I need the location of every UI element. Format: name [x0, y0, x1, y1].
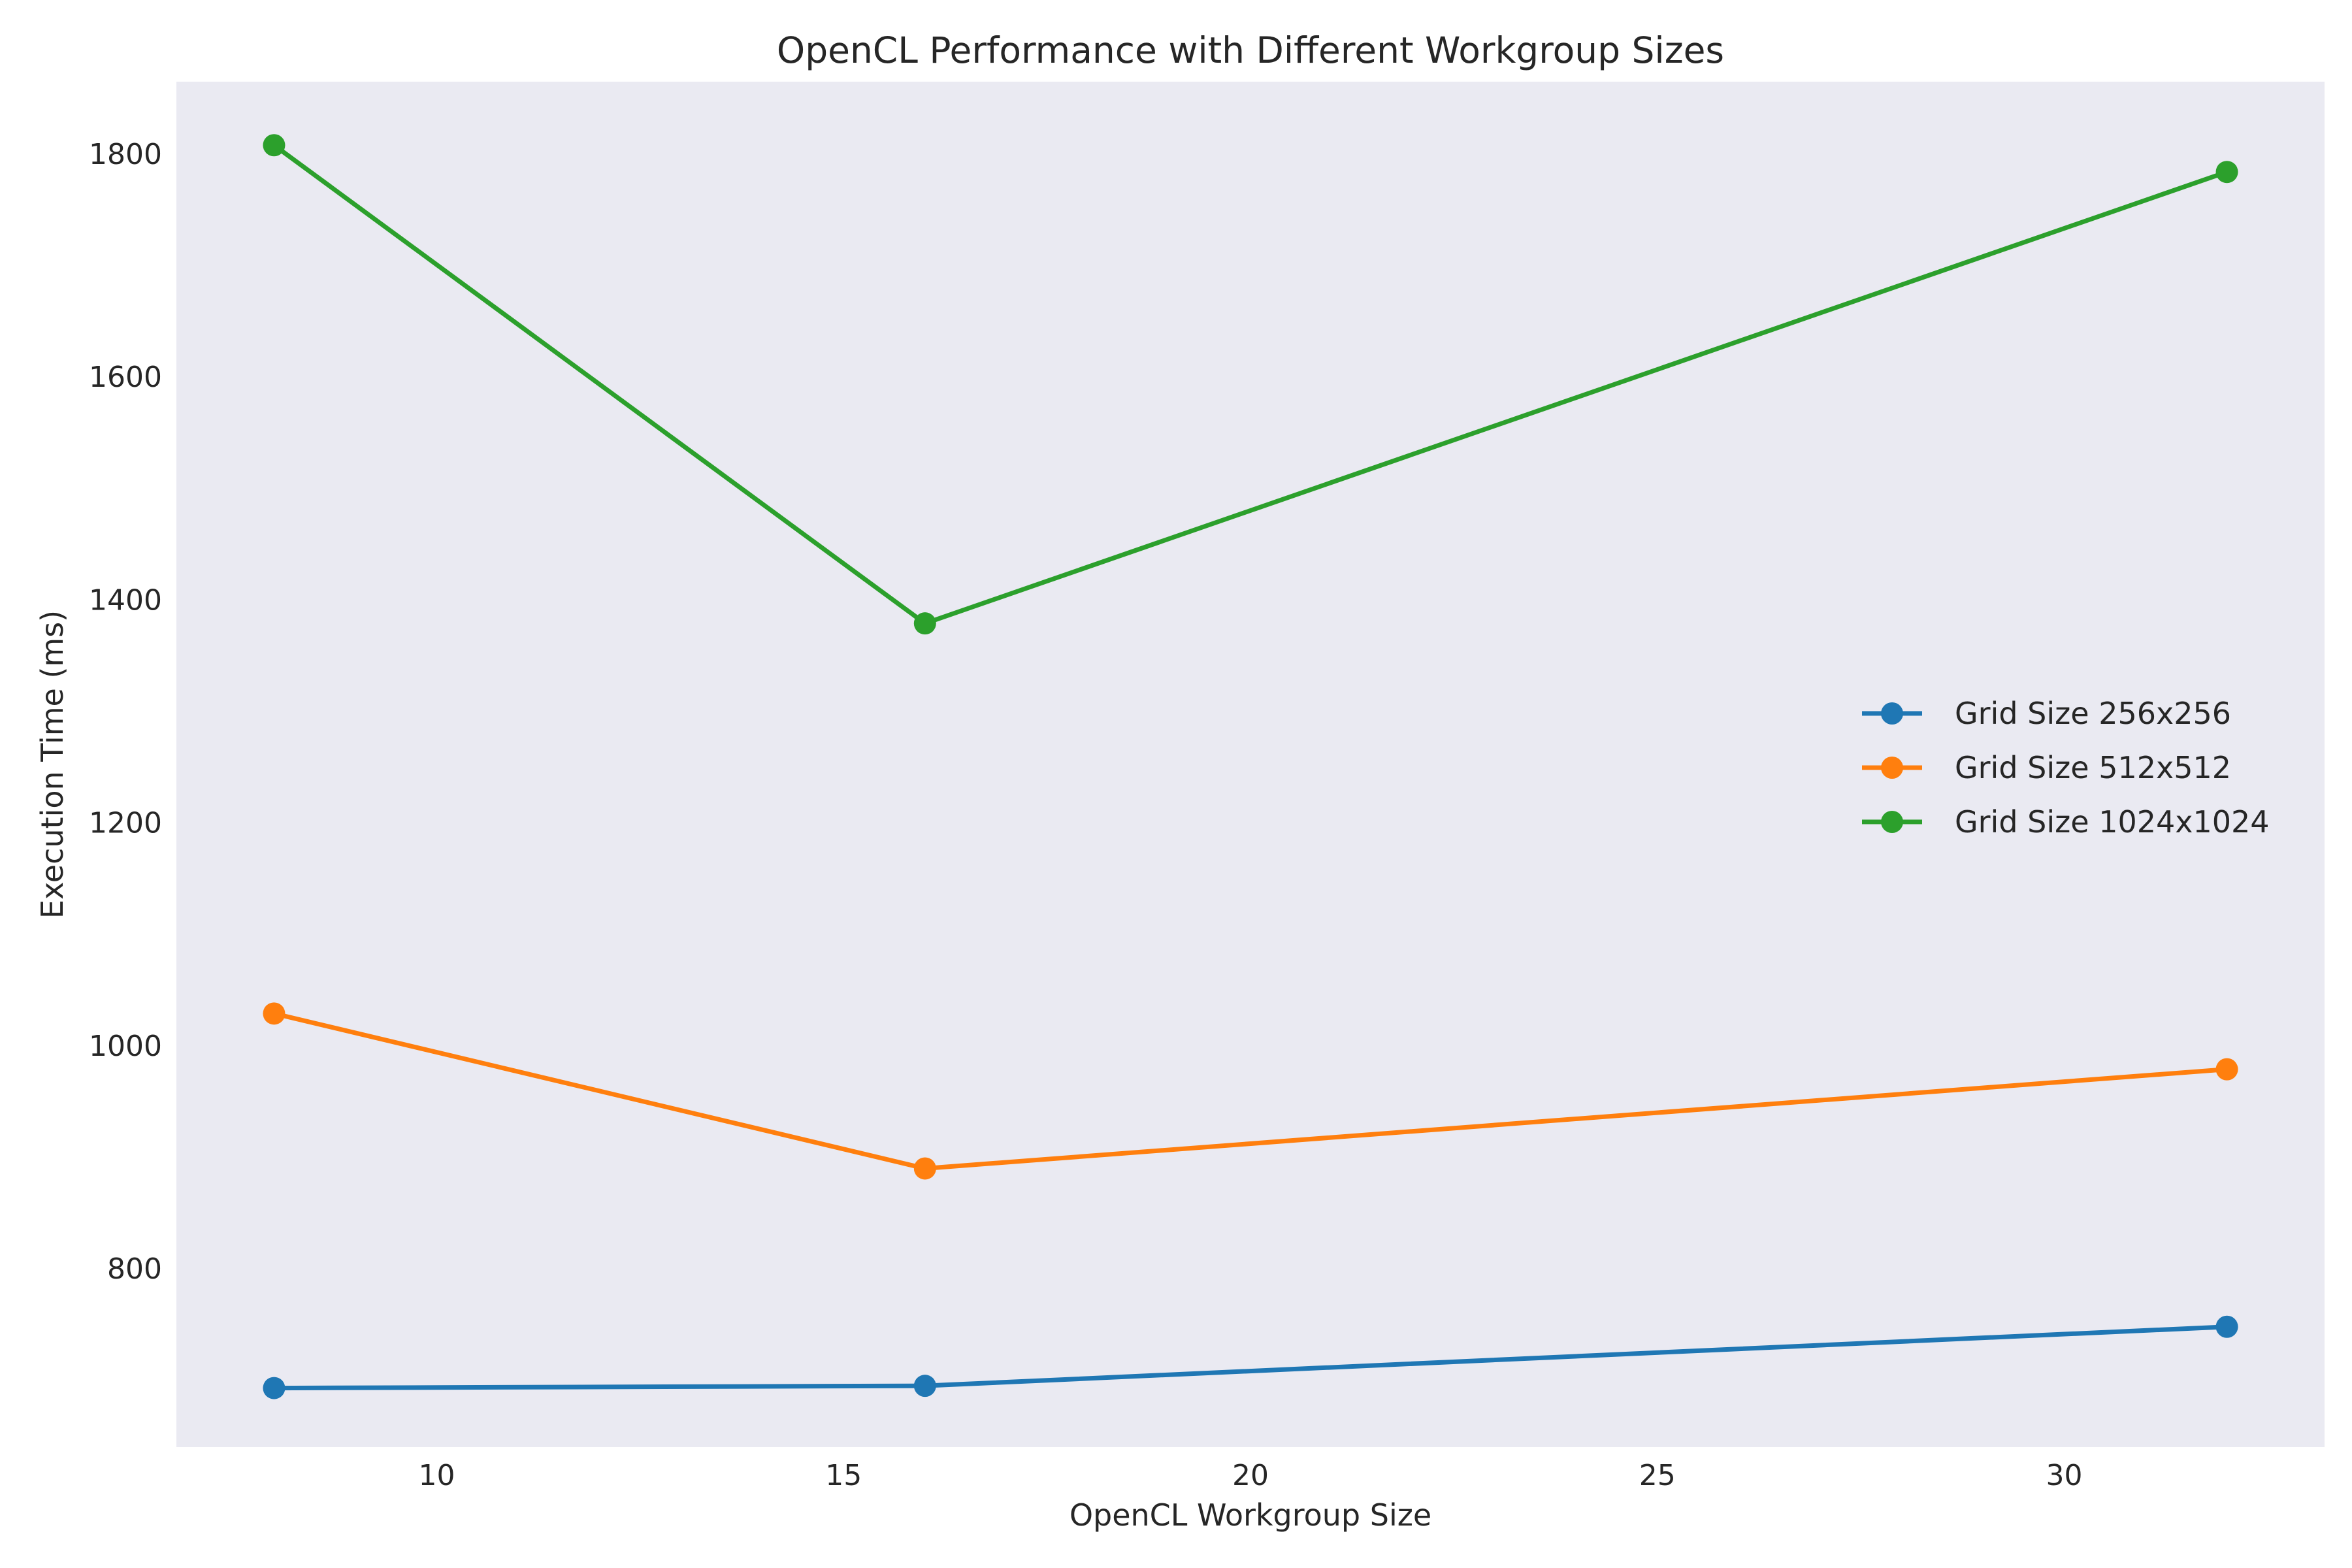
chart-title: OpenCL Performance with Different Workgr…: [777, 29, 1724, 71]
series-1: [263, 1315, 2238, 1399]
data-point: [2215, 1058, 2238, 1081]
plot-area: [176, 82, 2325, 1447]
series-3: [263, 134, 2238, 635]
legend-item: Grid Size 256x256: [1862, 696, 2231, 731]
series-2: [263, 1002, 2238, 1180]
x-tick-label: 30: [2046, 1459, 2082, 1492]
legend-label: Grid Size 512x512: [1955, 750, 2231, 785]
legend-item: Grid Size 512x512: [1862, 750, 2231, 785]
y-tick-label: 800: [107, 1252, 162, 1286]
legend-marker: [1881, 811, 1903, 833]
x-axis-ticks: 10 15 20 25 30: [419, 1459, 2083, 1492]
series-layer: [263, 134, 2238, 1399]
x-tick-label: 15: [825, 1459, 862, 1492]
data-point: [2215, 1315, 2238, 1338]
x-axis-label: OpenCL Workgroup Size: [1070, 1497, 1431, 1533]
legend-label: Grid Size 1024x1024: [1955, 804, 2270, 840]
data-point: [263, 1377, 286, 1399]
data-point: [913, 1157, 936, 1180]
legend-item: Grid Size 1024x1024: [1862, 804, 2270, 840]
y-tick-label: 1200: [89, 807, 162, 840]
legend-marker: [1881, 702, 1903, 725]
y-tick-label: 1800: [89, 138, 162, 171]
data-point: [913, 612, 936, 635]
data-point: [263, 134, 286, 157]
x-tick-label: 20: [1232, 1459, 1269, 1492]
data-point: [2215, 161, 2238, 184]
x-tick-label: 10: [419, 1459, 455, 1492]
legend: Grid Size 256x256 Grid Size 512x512 Grid S…: [1862, 696, 2270, 840]
y-tick-label: 1600: [89, 361, 162, 394]
y-tick-label: 1000: [89, 1030, 162, 1063]
y-axis-ticks: 800 1000 1200 1400 1600 1800: [89, 138, 162, 1286]
y-tick-label: 1400: [89, 583, 162, 617]
x-tick-label: 25: [1639, 1459, 1676, 1492]
y-axis-label: Execution Time (ms): [35, 610, 70, 919]
legend-marker: [1881, 757, 1903, 779]
legend-label: Grid Size 256x256: [1955, 696, 2231, 731]
data-point: [913, 1375, 936, 1397]
data-point: [263, 1002, 286, 1025]
